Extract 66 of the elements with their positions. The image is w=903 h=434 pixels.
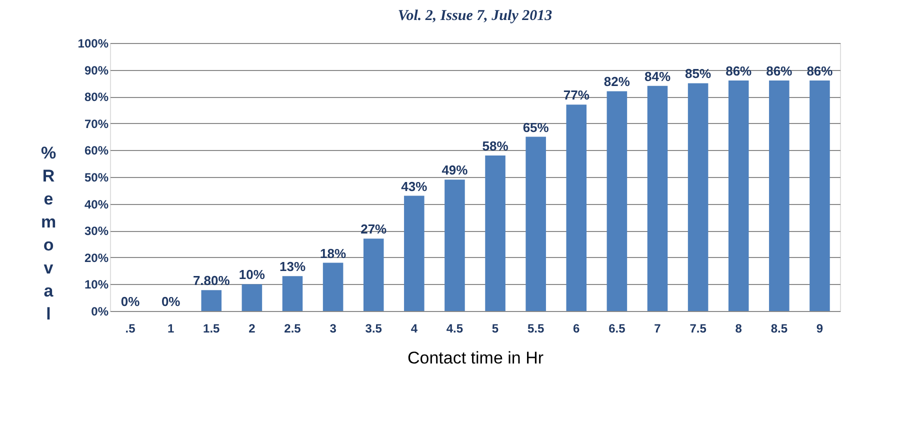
x-tick-label: 6.5: [608, 322, 626, 336]
data-label: 49%: [442, 162, 468, 178]
y-tick-label: 50%: [84, 170, 109, 184]
data-label: 0%: [120, 294, 140, 309]
x-tick-label: 7: [654, 322, 662, 336]
bar: [242, 284, 262, 311]
data-label: 7.80%: [192, 273, 230, 288]
y-tick-label: 40%: [84, 197, 109, 212]
text: Vol. 2, Issue 7, July 2013: [398, 8, 553, 24]
data-label: 43%: [401, 178, 428, 194]
x-axis-title: Contact time in Hr: [407, 348, 544, 368]
data-label: 27%: [360, 222, 388, 237]
bar: [444, 180, 465, 311]
bar: [201, 290, 222, 311]
y-tick-label: 0%: [91, 304, 109, 318]
x-tick-label: 2.5: [284, 322, 302, 336]
data-label: 82%: [604, 74, 630, 90]
data-label: 10%: [238, 267, 266, 282]
x-tick-label: 4.5: [446, 322, 464, 336]
x-tick-label: 8.5: [770, 322, 788, 336]
bar: [647, 86, 668, 311]
y-axis-title: %Removal: [40, 144, 56, 324]
x-tick-label: .5: [125, 322, 136, 336]
data-label: 13%: [279, 259, 306, 274]
bar: [282, 276, 303, 311]
x-tick-label: 3.5: [365, 322, 382, 336]
y-tick-label: 80%: [84, 90, 109, 104]
data-label: 85%: [685, 66, 712, 82]
data-label: 84%: [644, 68, 671, 84]
y-tick-label: 100%: [78, 36, 109, 50]
x-tick-label: 5: [492, 322, 499, 336]
bar: [322, 262, 344, 311]
data-label: 65%: [522, 120, 550, 135]
bar: [363, 238, 384, 311]
x-tick-label: 2: [248, 322, 256, 336]
y-tick-label: 20%: [84, 250, 109, 265]
data-label: 58%: [482, 138, 509, 154]
bar: [769, 80, 790, 311]
data-label: 86%: [726, 64, 752, 79]
x-tick-label: 1.5: [203, 322, 220, 336]
y-tick-label: 90%: [84, 63, 109, 78]
y-tick-label: 30%: [84, 224, 109, 238]
bar: [688, 83, 708, 311]
y-tick-label: 70%: [84, 116, 109, 131]
x-tick-label: 8: [735, 322, 742, 336]
y-tick-label: 60%: [84, 144, 109, 158]
x-tick-label: 9: [816, 322, 824, 336]
bar: [606, 91, 628, 311]
y-tick-label: 10%: [84, 278, 109, 292]
data-label: 77%: [563, 88, 590, 103]
bar: [810, 80, 830, 311]
data-label: 86%: [806, 64, 834, 79]
bar: [728, 80, 749, 311]
bar: [526, 136, 546, 311]
x-tick-label: 3: [330, 322, 337, 336]
x-tick-label: 7.5: [690, 322, 707, 336]
x-tick-label: 4: [410, 322, 418, 336]
data-label: 0%: [161, 294, 181, 309]
x-tick-label: 6: [573, 322, 580, 336]
x-tick-label: 1: [167, 322, 174, 336]
bar: [404, 196, 424, 311]
data-label: 18%: [320, 246, 346, 261]
bar: [566, 104, 587, 311]
x-tick-label: 5.5: [527, 322, 544, 336]
data-label: 86%: [766, 64, 793, 79]
bar: [485, 156, 506, 311]
